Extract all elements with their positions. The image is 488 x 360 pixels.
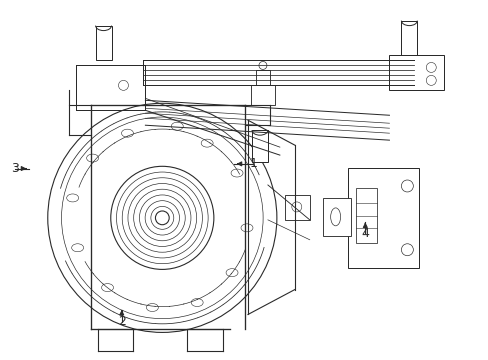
Circle shape <box>155 211 169 225</box>
Text: 1: 1 <box>249 157 257 170</box>
Bar <box>285 195 309 220</box>
Bar <box>255 71 269 85</box>
Bar <box>95 26 111 60</box>
Text: 2: 2 <box>118 315 125 328</box>
Bar <box>251 130 267 162</box>
Bar <box>250 85 274 105</box>
Text: 3: 3 <box>11 162 19 175</box>
Bar <box>355 188 377 243</box>
Text: 4: 4 <box>361 226 368 239</box>
Bar <box>322 198 350 236</box>
Bar <box>388 55 443 90</box>
Bar <box>401 21 416 58</box>
Bar <box>347 168 419 268</box>
